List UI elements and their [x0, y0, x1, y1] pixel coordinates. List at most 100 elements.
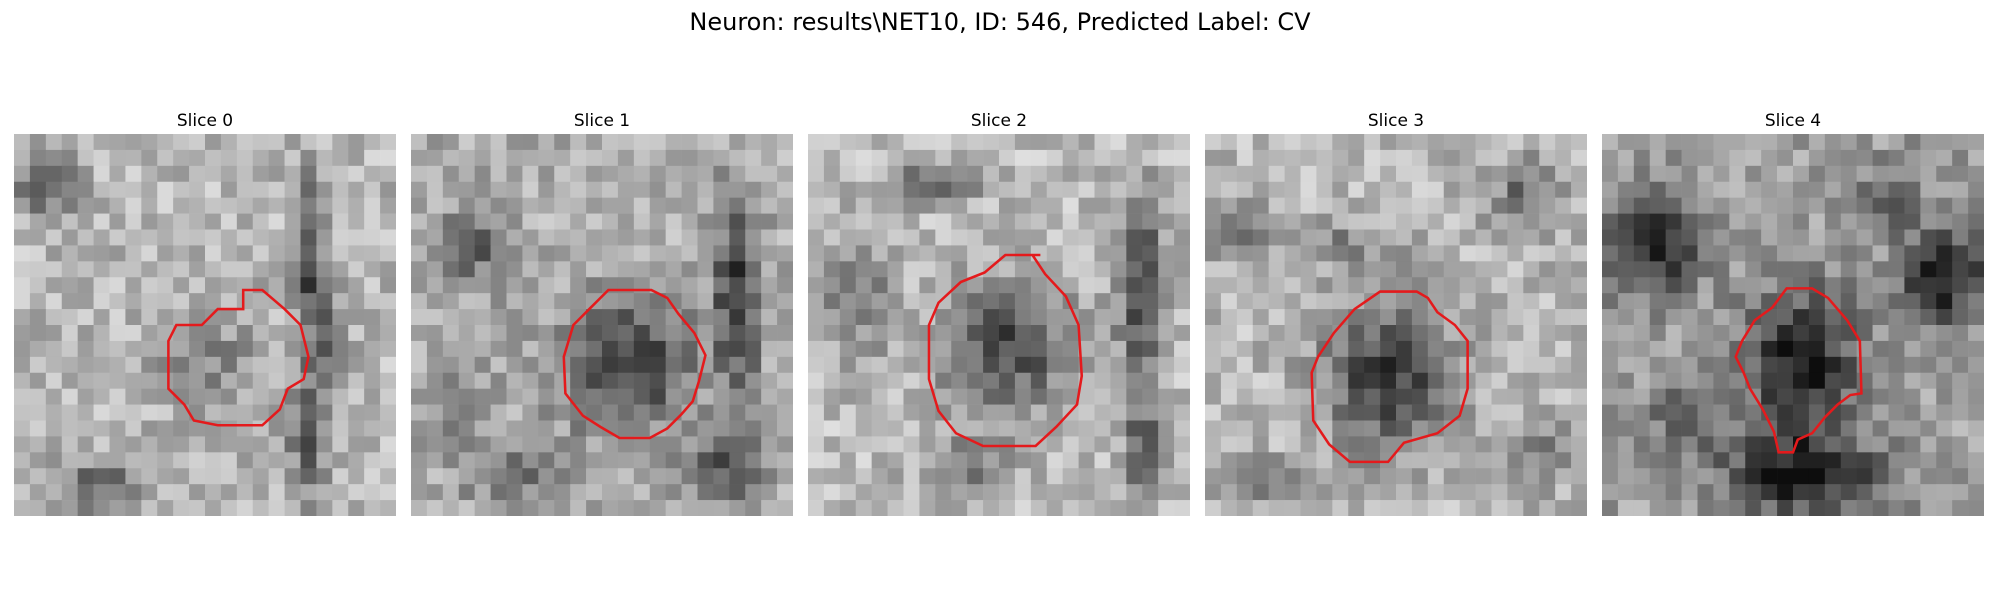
image-pixel — [617, 229, 635, 246]
image-pixel — [1443, 245, 1460, 262]
image-pixel — [1888, 340, 1905, 358]
image-pixel — [1427, 452, 1445, 469]
image-pixel — [411, 261, 428, 278]
image-pixel — [284, 277, 301, 294]
image-pixel — [1205, 484, 1222, 501]
image-pixel — [1729, 484, 1746, 501]
image-pixel — [1030, 404, 1048, 421]
image-pixel — [1697, 436, 1714, 453]
image-pixel — [1888, 165, 1905, 183]
image-pixel — [1824, 340, 1842, 358]
image-pixel — [1571, 340, 1587, 358]
image-pixel — [157, 468, 174, 485]
image-pixel — [1761, 181, 1778, 198]
image-pixel — [729, 293, 746, 310]
image-pixel — [29, 293, 47, 310]
image-pixel — [1284, 134, 1301, 151]
image-pixel — [554, 484, 571, 501]
image-pixel — [442, 436, 460, 453]
image-pixel — [45, 500, 63, 516]
image-pixel — [77, 213, 94, 230]
image-pixel — [14, 325, 31, 342]
image-pixel — [665, 293, 682, 310]
image-pixel — [157, 149, 174, 167]
image-pixel — [1396, 484, 1413, 501]
image-pixel — [1808, 340, 1826, 358]
image-pixel — [1729, 149, 1746, 167]
image-pixel — [332, 277, 349, 294]
image-pixel — [713, 468, 730, 485]
image-pixel — [268, 134, 285, 151]
image-pixel — [1888, 277, 1905, 294]
image-pixel — [252, 309, 269, 326]
image-pixel — [1284, 149, 1301, 167]
image-pixel — [1920, 229, 1937, 246]
image-pixel — [1904, 404, 1921, 421]
image-pixel — [348, 372, 365, 389]
image-pixel — [522, 293, 539, 310]
image-pixel — [617, 436, 635, 453]
image-pixel — [745, 325, 762, 342]
image-pixel — [1158, 134, 1175, 151]
image-pixel — [1777, 484, 1794, 501]
image-pixel — [1649, 293, 1666, 310]
image-pixel — [109, 261, 126, 278]
image-pixel — [252, 149, 269, 167]
image-pixel — [1014, 452, 1032, 469]
image-pixel — [1777, 325, 1794, 342]
image-pixel — [1268, 134, 1285, 151]
image-pixel — [1142, 372, 1159, 389]
image-pixel — [808, 197, 825, 214]
image-pixel — [411, 165, 428, 183]
image-pixel — [332, 165, 349, 183]
image-pixel — [1316, 468, 1333, 485]
image-pixel — [125, 309, 142, 326]
image-pixel — [1555, 134, 1572, 151]
image-pixel — [1126, 229, 1143, 246]
image-pixel — [1427, 356, 1445, 374]
image-pixel — [1158, 309, 1175, 326]
image-pixel — [1571, 468, 1587, 485]
image-pixel — [697, 149, 714, 167]
image-pixel — [538, 149, 555, 167]
image-pixel — [1617, 340, 1635, 358]
image-pixel — [1729, 372, 1746, 389]
image-pixel — [1475, 277, 1492, 294]
image-pixel — [1174, 277, 1190, 294]
image-pixel — [157, 134, 174, 151]
image-pixel — [125, 165, 142, 183]
image-pixel — [713, 149, 730, 167]
image-pixel — [761, 213, 778, 230]
image-pixel — [855, 388, 872, 405]
image-pixel — [1745, 149, 1762, 167]
image-pixel — [1284, 500, 1301, 516]
image-pixel — [586, 372, 603, 389]
image-pixel — [45, 245, 63, 262]
image-pixel — [1633, 197, 1651, 214]
image-pixel — [967, 197, 984, 214]
image-pixel — [1507, 468, 1524, 485]
image-pixel — [1649, 356, 1666, 374]
image-pixel — [1126, 277, 1143, 294]
image-pixel — [1014, 293, 1032, 310]
image-pixel — [570, 197, 587, 214]
image-pixel — [1205, 134, 1222, 151]
image-pixel — [458, 309, 475, 326]
image-pixel — [1936, 372, 1953, 389]
image-pixel — [236, 436, 254, 453]
image-pixel — [1904, 372, 1921, 389]
image-pixel — [1761, 245, 1778, 262]
image-pixel — [887, 388, 904, 405]
image-pixel — [1761, 149, 1778, 167]
image-pixel — [1856, 213, 1873, 230]
image-pixel — [157, 372, 174, 389]
image-pixel — [300, 404, 317, 421]
image-pixel — [1968, 134, 1984, 151]
image-pixel — [1523, 181, 1540, 198]
image-pixel — [1761, 484, 1778, 501]
image-pixel — [570, 468, 587, 485]
image-pixel — [189, 134, 206, 151]
image-pixel — [93, 197, 110, 214]
image-pixel — [205, 245, 222, 262]
image-pixel — [490, 340, 507, 358]
